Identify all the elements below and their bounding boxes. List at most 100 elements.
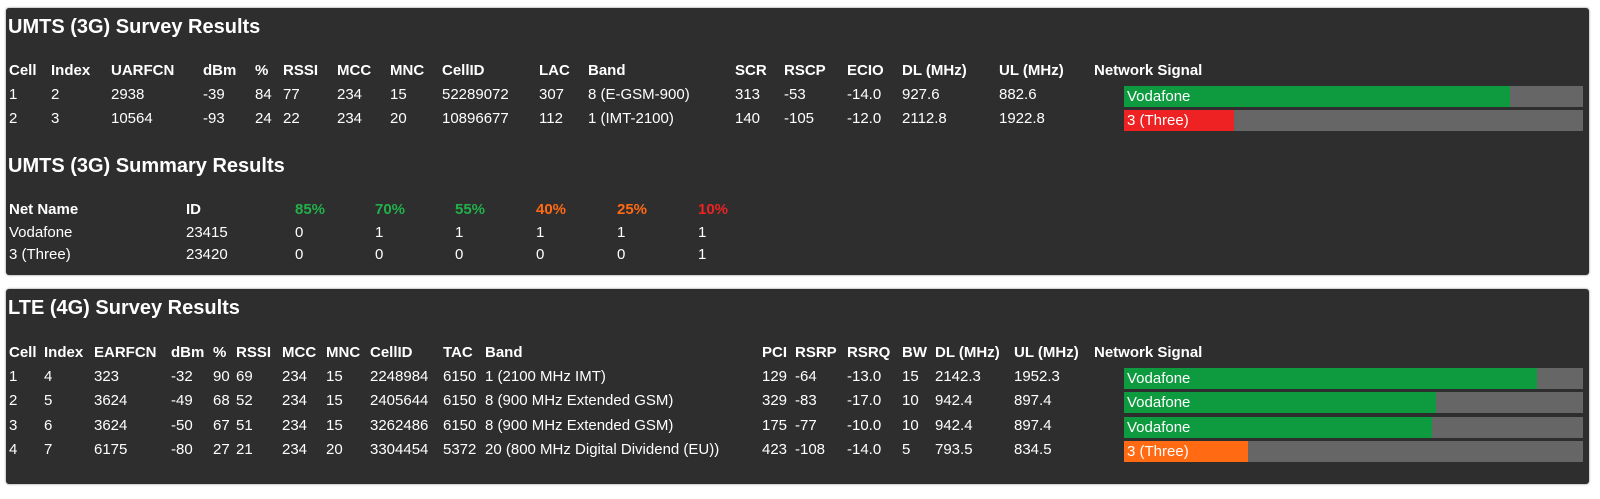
umts-survey-row: 2 3 10564 -93 24 22 234 20 10896677 112 1 (IMT-210…: [6, 108, 1589, 131]
table-cell: 15: [326, 368, 343, 385]
table-cell: 175: [762, 416, 788, 434]
table-cell: 21: [236, 440, 253, 458]
table-cell: -53: [784, 86, 806, 103]
table-cell: 22: [283, 110, 300, 127]
table-cell: 1922.8: [999, 110, 1045, 127]
table-cell: -93: [203, 110, 225, 127]
column-header: 25%: [617, 201, 648, 218]
table-cell: -49: [171, 392, 193, 410]
table-cell: 423: [762, 440, 788, 458]
column-header: RSRP: [795, 344, 837, 361]
table-cell: 313: [735, 86, 761, 103]
column-header: UL (MHz): [999, 62, 1064, 79]
table-cell: 27: [213, 440, 230, 458]
table-cell: 8 (E-GSM-900): [588, 86, 690, 103]
table-cell: 6175: [94, 440, 128, 458]
network-signal-fill: Vodafone: [1124, 392, 1437, 414]
table-cell: 24: [255, 110, 272, 127]
table-cell: 3 (Three): [9, 246, 71, 263]
table-cell: 0: [536, 246, 545, 263]
column-header: dBm: [203, 62, 237, 79]
table-cell: 140: [735, 110, 761, 127]
column-header: MNC: [390, 62, 425, 79]
table-cell: 2405644: [370, 392, 429, 410]
table-cell: 1: [617, 224, 626, 241]
column-header: Net Name: [9, 201, 79, 218]
table-cell: -12.0: [847, 110, 882, 127]
lte-survey-header-row: Cell Index EARFCN dBm% RSSI MCC MNC CellID TAC Ba…: [6, 342, 1589, 364]
table-cell: 1 (IMT-2100): [588, 110, 674, 127]
table-cell: 15: [390, 86, 407, 103]
umts-survey-row: 1 2 2938 -39 84 77 234 15 52289072 307 8 (E-GSM-90…: [6, 84, 1589, 107]
column-header: %: [213, 344, 227, 361]
table-cell: 0: [295, 224, 304, 241]
column-header: %: [255, 62, 269, 79]
table-cell: -108: [795, 440, 826, 458]
table-cell: 2248984: [370, 368, 429, 385]
table-cell: -105: [784, 110, 815, 127]
table-cell: 2: [51, 86, 60, 103]
lte-survey-row: 3 6 3624 -50 67 51 234 15 3262486 6150 8 (900 MHz …: [6, 415, 1589, 438]
umts-panel: UMTS (3G) Survey Results Cell Index UARFCN…: [6, 8, 1589, 275]
table-cell: 3304454: [370, 440, 429, 458]
table-cell: 90: [213, 368, 230, 385]
column-header: BW: [902, 344, 927, 361]
table-cell: 23420: [186, 246, 228, 263]
table-cell: 6150: [443, 416, 477, 434]
table-cell: 7: [44, 440, 53, 458]
table-cell: 0: [455, 246, 464, 263]
column-header: Network Signal: [1094, 344, 1203, 361]
table-cell: 942.4: [935, 392, 973, 410]
table-cell: 234: [337, 86, 363, 103]
table-cell: 5: [44, 392, 53, 410]
table-cell: 3: [9, 416, 18, 434]
column-header: MCC: [337, 62, 372, 79]
table-cell: 1: [375, 224, 384, 241]
column-header: CellID: [442, 62, 485, 79]
table-cell: 1 (2100 MHz IMT): [485, 368, 606, 385]
network-signal-fill: 3 (Three): [1124, 440, 1248, 462]
table-cell: 52289072: [442, 86, 509, 103]
column-header: LAC: [539, 62, 570, 79]
table-cell: 1: [536, 224, 545, 241]
lte-survey-row: 2 5 3624 -49 68 52 234 15 2405644 6150 8 (900 MHz …: [6, 390, 1589, 414]
column-header: MNC: [326, 344, 361, 361]
network-signal-fill: Vodafone: [1124, 368, 1538, 389]
network-signal-bar: Vodafone: [1124, 86, 1583, 107]
column-header: Cell: [9, 344, 37, 361]
table-cell: 77: [283, 86, 300, 103]
table-cell: 942.4: [935, 416, 973, 434]
table-cell: 793.5: [935, 440, 973, 458]
umts-survey-title: UMTS (3G) Survey Results: [8, 16, 261, 38]
network-signal-fill: 3 (Three): [1124, 110, 1235, 131]
network-signal-fill: Vodafone: [1124, 416, 1432, 438]
table-cell: 234: [282, 392, 308, 410]
table-cell: -39: [203, 86, 225, 103]
network-signal-bar: Vodafone: [1124, 392, 1583, 414]
column-header: CellID: [370, 344, 413, 361]
table-cell: -14.0: [847, 86, 882, 103]
network-signal-bar: Vodafone: [1124, 368, 1583, 389]
table-cell: 51: [236, 416, 253, 434]
table-cell: 20: [326, 440, 343, 458]
table-cell: 834.5: [1014, 440, 1052, 458]
table-cell: 4: [9, 440, 18, 458]
table-cell: 15: [326, 392, 343, 410]
table-cell: 10896677: [442, 110, 509, 127]
network-signal-bar: 3 (Three): [1124, 440, 1583, 462]
column-header: DL (MHz): [902, 62, 967, 79]
column-header: Network Signal: [1094, 62, 1203, 79]
column-header: 55%: [455, 201, 486, 218]
column-header: MCC: [282, 344, 317, 361]
table-cell: 5372: [443, 440, 477, 458]
network-signal-bar: 3 (Three): [1124, 110, 1583, 131]
table-cell: -10.0: [847, 416, 882, 434]
table-cell: -83: [795, 392, 817, 410]
table-cell: 1: [698, 224, 707, 241]
table-cell: 68: [213, 392, 230, 410]
table-cell: 234: [337, 110, 363, 127]
table-cell: 927.6: [902, 86, 940, 103]
column-header: DL (MHz): [935, 344, 1000, 361]
lte-survey-row: 1 4 323 -32 90 69 234 15 2248984 6150 1 (2100 MHz …: [6, 366, 1589, 389]
column-header: Cell: [9, 62, 37, 79]
